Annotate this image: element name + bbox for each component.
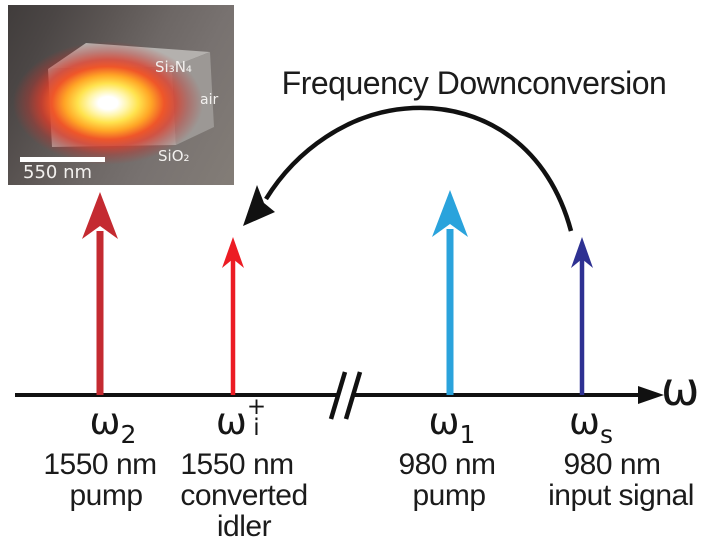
signal-wavelength: 980 nm [563,448,661,481]
idler-base: ω [215,400,247,443]
idler-role: converted idler [180,479,308,544]
axis-break-slash-1 [328,371,348,420]
core-material-label: Si₃N₄ [155,58,192,76]
omega1-symbol: ω1 [428,400,476,447]
sem-inset-micrograph: Si₃N₄ air SiO₂ 550 nm [8,5,234,185]
omega1-base: ω [428,400,460,443]
signal-symbol: ωs [568,400,613,447]
omega2-wavelength: 1550 nm [43,448,157,481]
idler-wavelength: 1550 nm [180,448,294,481]
signal-base: ω [568,400,600,443]
idler-superscript: + [246,394,267,420]
idler-arrowhead-icon [222,237,244,268]
omega2-role: pump [69,479,143,512]
omega1-subscript: 1 [459,420,476,449]
omega2-pump-arrowhead-icon [82,192,118,239]
omega2-subscript: 2 [120,420,137,449]
air-label: air [200,92,219,108]
omega2-symbol: ω2 [89,400,137,447]
idler-subscript: i [253,415,260,442]
signal-subscript: s [599,420,614,449]
axis-frequency-label: ω [661,362,700,416]
signal-arrowhead-icon [571,237,593,268]
omega2-base: ω [89,400,121,443]
axis-arrowhead-icon [638,386,664,404]
downconversion-arc [264,105,574,232]
idler-symbol: ω + i [215,395,266,445]
axis-break-slash-2 [343,371,363,420]
scale-bar-label: 550 nm [23,162,93,183]
substrate-label: SiO₂ [158,147,190,165]
downconversion-arrowhead-icon [243,185,275,226]
process-title: Frequency Downconversion [281,65,667,101]
omega1-role: pump [412,479,486,512]
omega1-pump-arrowhead-icon [432,190,468,237]
signal-role: input signal [548,479,694,512]
optical-mode-profile [8,33,216,173]
scale-bar [20,157,105,162]
omega1-wavelength: 980 nm [398,448,496,481]
